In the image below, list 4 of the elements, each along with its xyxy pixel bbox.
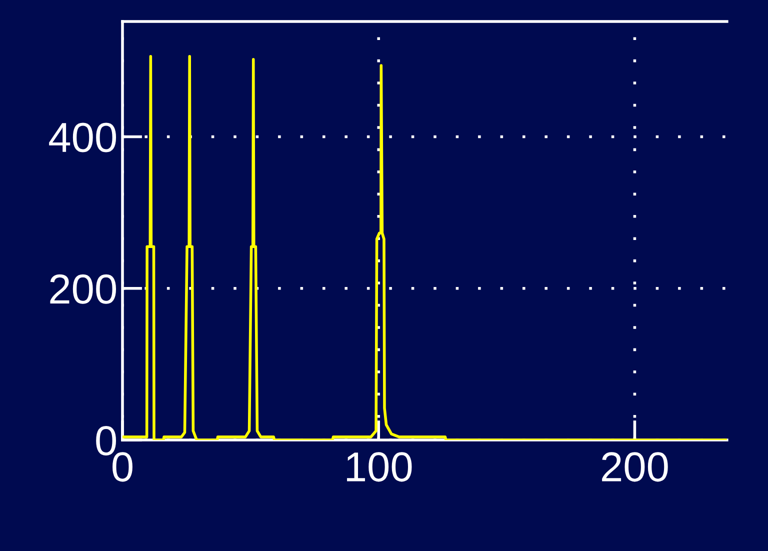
x-tick-label: 100 <box>347 452 412 482</box>
x-tick-label: 200 <box>602 452 668 482</box>
y-tick-label: 400 <box>49 122 116 152</box>
y-tick-label: 200 <box>50 274 116 304</box>
